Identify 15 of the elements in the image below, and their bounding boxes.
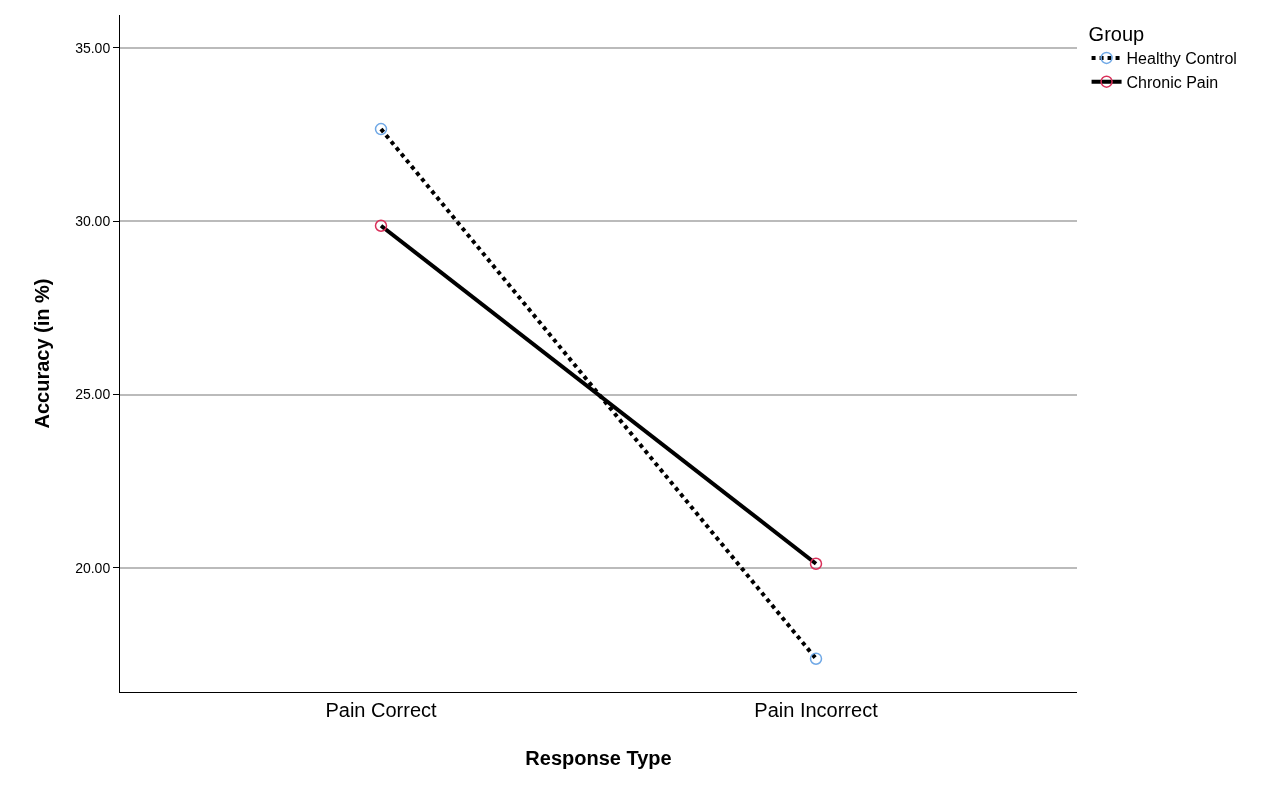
legend-label: Healthy Control [1126, 50, 1237, 68]
legend-title: Group [1088, 23, 1145, 45]
point [809, 652, 823, 665]
y-tick-label: 30.00 [75, 213, 111, 230]
y-axis-title: Accuracy (in %) [30, 278, 53, 429]
point [374, 219, 388, 233]
y-tick-label: 20.00 [75, 559, 111, 576]
legend-label: Chronic Pain [1126, 73, 1219, 91]
y-tick-label: 35.00 [75, 39, 111, 56]
point [809, 557, 823, 570]
y-tick-label: 25.00 [75, 386, 111, 403]
x-axis-title: Response Type [525, 746, 672, 769]
point [374, 122, 388, 136]
x-tick-label: Pain Correct [325, 699, 438, 721]
x-tick-label: Pain Incorrect [754, 699, 879, 721]
